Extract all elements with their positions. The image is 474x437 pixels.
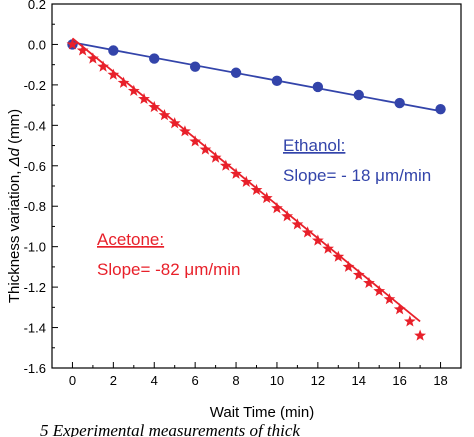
y-tick-label: -1.6 <box>24 361 46 376</box>
y-axis-title-symbol: Δd <box>6 147 23 167</box>
acetone-data-point <box>332 250 345 262</box>
acetone-data-point <box>403 315 416 327</box>
y-tick-label: -0.6 <box>24 159 46 174</box>
acetone-data-point <box>189 135 202 147</box>
figure-caption-fragment: 5 Experimental measurements of thick <box>40 421 300 437</box>
acetone-data-point <box>414 329 426 341</box>
acetone-data-point <box>97 60 110 72</box>
x-tick-label: 6 <box>192 373 199 388</box>
acetone-data-point <box>199 143 212 155</box>
x-tick-label: 10 <box>270 373 284 388</box>
acetone-data-point <box>260 191 273 204</box>
ethanol-data-point <box>149 53 160 64</box>
acetone-data-point <box>322 242 334 254</box>
ethanol-data-point <box>108 45 119 56</box>
acetone-data-point <box>250 183 263 196</box>
acetone-data-point <box>363 276 375 289</box>
acetone-data-point <box>393 303 406 315</box>
ethanol-data-point <box>271 75 283 87</box>
x-tick-label: 18 <box>433 373 447 388</box>
y-tick-label: 0.0 <box>28 37 46 52</box>
acetone-data-point <box>127 84 140 96</box>
y-tick-label: -0.4 <box>24 118 46 133</box>
acetone-data-point <box>311 234 324 246</box>
acetone-data-point <box>117 76 130 88</box>
acetone-data-point <box>383 293 396 305</box>
y-tick-label: -0.8 <box>24 199 46 214</box>
y-axis-title-prefix: Thickness variation, <box>6 166 23 303</box>
y-tick-label: -0.2 <box>24 78 46 93</box>
x-tick-label: 12 <box>311 373 325 388</box>
ethanol-data-point <box>189 61 201 72</box>
ethanol-data-point <box>353 89 364 101</box>
acetone-data-point <box>219 159 232 171</box>
y-axis-title-suffix: (mm) <box>6 109 23 148</box>
acetone-data-point <box>373 284 386 297</box>
x-tick-label: 8 <box>232 373 239 388</box>
acetone-data-point <box>342 260 355 272</box>
ethanol-data-point <box>230 67 242 78</box>
acetone-data-point <box>271 202 283 214</box>
acetone-data-point <box>138 92 150 105</box>
acetone-data-point <box>352 268 365 280</box>
x-tick-label: 2 <box>110 373 117 388</box>
x-tick-label: 4 <box>151 373 158 388</box>
y-tick-label: 0.2 <box>28 0 46 12</box>
x-tick-label: 14 <box>352 373 366 388</box>
acetone-data-point <box>230 167 242 179</box>
acetone-data-point <box>168 117 181 129</box>
acetone-data-point <box>66 38 79 50</box>
acetone-data-point <box>240 175 253 187</box>
acetone-data-point <box>148 100 161 113</box>
x-tick-label: 16 <box>392 373 406 388</box>
y-tick-label: -1.2 <box>24 280 46 295</box>
ethanol-fit-line <box>72 41 441 113</box>
acetone-data-point <box>107 68 120 80</box>
y-tick-label: -1.0 <box>24 240 46 255</box>
acetone-data-point <box>76 44 89 56</box>
plot-area: 0 2 4 6 8 10 12 14 16 18 0.2 0.0 -0.2 -0.4 -0.6 -0.8 -1.… <box>24 0 462 388</box>
acetone-data-point <box>209 151 222 163</box>
acetone-data-point <box>291 218 304 230</box>
acetone-data-point <box>179 125 191 137</box>
acetone-annotation-name: Acetone: <box>97 230 164 249</box>
ethanol-data-point <box>312 81 324 93</box>
x-axis-title: Wait Time (min) <box>210 404 314 421</box>
ethanol-data-point <box>394 97 405 109</box>
ethanol-data-point <box>435 103 446 115</box>
ethanol-annotation-name: Ethanol: <box>283 136 345 155</box>
acetone-annotation-slope: Slope= -82 μm/min <box>97 260 241 279</box>
acetone-data-point <box>301 226 314 238</box>
y-axis-title: Thickness variation, Δd (mm) <box>6 109 23 303</box>
acetone-data-point <box>158 109 171 121</box>
ethanol-annotation-slope: Slope= - 18 μm/min <box>283 166 431 185</box>
acetone-data-point <box>281 210 294 222</box>
x-tick-label: 0 <box>69 373 76 388</box>
y-tick-label: -1.4 <box>24 321 46 336</box>
acetone-data-point <box>87 52 99 64</box>
